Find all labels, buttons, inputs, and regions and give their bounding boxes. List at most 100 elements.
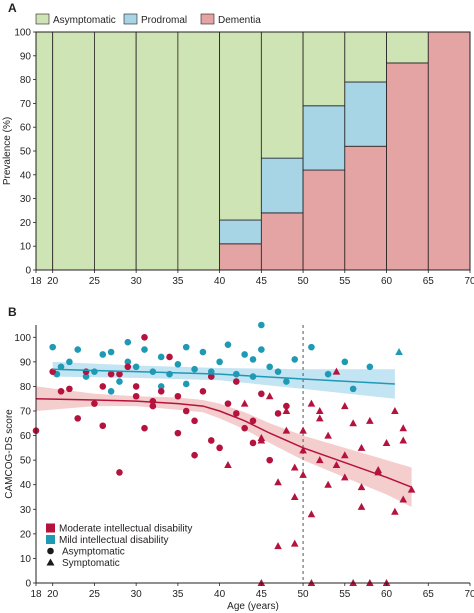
point-moderate-asymptomatic — [57, 388, 65, 395]
point-mild-asymptomatic — [141, 346, 148, 353]
point-mild-asymptomatic — [49, 343, 56, 351]
point-moderate-symptomatic — [282, 426, 291, 434]
x-tick-label: 50 — [298, 589, 310, 600]
point-mild-asymptomatic — [199, 348, 207, 356]
bar-asymptomatic-18-20 — [35, 31, 54, 271]
point-mild-asymptomatic — [157, 383, 165, 390]
point-moderate-asymptomatic — [99, 383, 107, 390]
legend-label: Symptomatic — [62, 558, 120, 569]
point-moderate-symptomatic — [324, 480, 332, 488]
bar-prodromal-40-45 — [219, 219, 262, 245]
point-mild-asymptomatic — [124, 358, 132, 366]
point-moderate-asymptomatic — [216, 444, 223, 452]
point-mild-asymptomatic — [241, 351, 248, 358]
y-tick-label: 50 — [20, 456, 32, 467]
x-tick-label: 65 — [423, 589, 435, 600]
y-tick-label: 70 — [20, 407, 32, 418]
point-mild-asymptomatic — [157, 353, 165, 361]
point-mild-asymptomatic — [132, 363, 140, 371]
point-moderate-asymptomatic — [132, 383, 140, 390]
point-moderate-symptomatic — [341, 451, 349, 459]
point-moderate-asymptomatic — [116, 469, 123, 476]
bar-asymptomatic-20-25 — [52, 31, 95, 271]
legend-swatch-moderate — [46, 523, 55, 533]
point-moderate-asymptomatic — [149, 397, 157, 405]
point-moderate-asymptomatic — [191, 451, 198, 459]
point-moderate-asymptomatic — [116, 370, 123, 378]
panel-a-letter: A — [8, 1, 17, 15]
x-tick-label: 40 — [214, 589, 226, 600]
point-moderate-symptomatic — [341, 402, 349, 410]
panel-b-x-label: Age (years) — [227, 601, 279, 612]
point-mild-asymptomatic — [74, 346, 82, 353]
point-moderate-asymptomatic — [82, 368, 90, 375]
x-tick-label: 60 — [381, 589, 393, 600]
legend-label: Mild intellectual disability — [59, 535, 169, 546]
point-moderate-symptomatic — [399, 424, 408, 432]
legend-marker-circle — [47, 547, 54, 555]
y-tick-label: 30 — [20, 194, 32, 205]
point-moderate-symptomatic — [382, 438, 391, 446]
x-tick-label: 55 — [339, 589, 351, 600]
legend-label-prodromal: Prodromal — [141, 15, 187, 26]
point-mild-asymptomatic — [91, 368, 98, 375]
bar-dementia-50-55 — [302, 169, 346, 271]
bar-prodromal-55-60 — [344, 81, 387, 147]
panel-b-confidence-bands — [36, 361, 412, 507]
x-tick-label: 55 — [339, 276, 351, 287]
point-mild-asymptomatic — [216, 358, 223, 366]
y-tick-label: 60 — [20, 431, 32, 442]
x-tick-label: 25 — [89, 276, 101, 287]
bar-asymptomatic-30-35 — [135, 31, 179, 271]
bar-prodromal-45-50 — [260, 157, 304, 214]
legend-label: Asymptomatic — [62, 547, 125, 558]
legend-label: Moderate intellectual disability — [59, 524, 192, 535]
x-tick-label: 35 — [172, 276, 184, 287]
legend-label-dementia: Dementia — [218, 15, 261, 26]
y-tick-label: 80 — [20, 382, 32, 393]
point-mild-asymptomatic — [224, 341, 232, 348]
legend-swatch-mild — [46, 535, 55, 544]
point-moderate-asymptomatic — [174, 429, 182, 437]
point-moderate-asymptomatic — [233, 378, 240, 385]
point-mild-asymptomatic — [274, 368, 282, 375]
point-mild-asymptomatic — [107, 388, 115, 395]
point-mild-asymptomatic — [166, 370, 173, 378]
bar-asymptomatic-55-60 — [344, 31, 387, 83]
point-moderate-symptomatic — [341, 473, 349, 481]
point-moderate-symptomatic — [399, 436, 408, 444]
bar-asymptomatic-50-55 — [302, 31, 346, 107]
mild-fit-line — [52, 368, 395, 385]
point-mild-asymptomatic — [366, 363, 374, 371]
legend-label-asymptomatic: Asymptomatic — [53, 15, 116, 26]
point-moderate-symptomatic — [299, 426, 307, 434]
x-tick-label: 35 — [172, 589, 184, 600]
panel-b-y-axis: 0 10 20 30 40 50 60 70 80 90 100 — [14, 333, 36, 590]
point-moderate-asymptomatic — [241, 424, 248, 432]
y-tick-label: 50 — [20, 147, 32, 158]
point-moderate-symptomatic — [282, 407, 291, 414]
y-tick-label: 30 — [20, 505, 32, 516]
point-moderate-symptomatic — [391, 507, 399, 515]
point-moderate-symptomatic — [224, 461, 232, 469]
x-tick-label: 70 — [464, 276, 474, 287]
bar-dementia-40-45 — [219, 243, 262, 271]
point-moderate-asymptomatic — [182, 407, 190, 415]
x-tick-label: 30 — [131, 276, 143, 287]
point-moderate-symptomatic — [332, 461, 341, 469]
point-moderate-asymptomatic — [141, 333, 148, 341]
y-tick-label: 10 — [20, 554, 32, 565]
bar-dementia-55-60 — [344, 145, 387, 271]
point-moderate-asymptomatic — [233, 410, 240, 417]
point-moderate-asymptomatic — [149, 402, 157, 410]
point-mild-asymptomatic — [258, 321, 265, 329]
panel-b-fit-lines — [35, 368, 412, 488]
y-tick-label: 10 — [20, 242, 32, 253]
point-mild-symptomatic — [395, 348, 403, 356]
bar-asymptomatic-40-45 — [219, 31, 262, 221]
y-tick-label: 0 — [25, 266, 31, 277]
point-moderate-asymptomatic — [124, 363, 132, 371]
bar-dementia-45-50 — [260, 212, 304, 271]
point-mild-asymptomatic — [283, 378, 290, 385]
y-tick-label: 90 — [20, 357, 32, 368]
